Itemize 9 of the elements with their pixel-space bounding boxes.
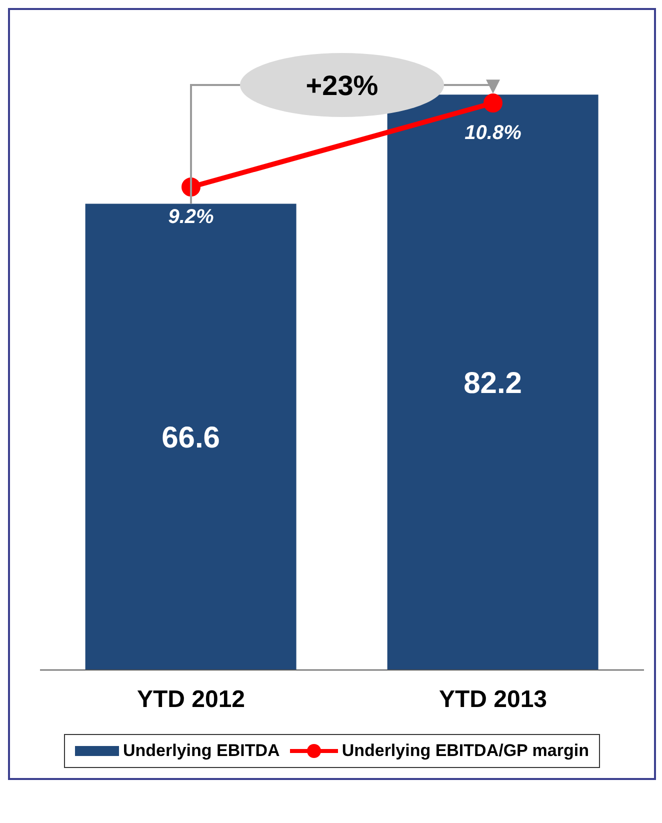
x-tick-label: YTD 2012 [136,686,246,714]
legend-label: Underlying EBITDA [123,741,280,761]
data-label: 10.8% [464,122,522,144]
data-label: 9.2% [168,206,214,228]
annotation: +23% [306,70,378,101]
data-label: 82.2 [464,366,522,400]
legend-label: Underlying EBITDA/GP margin [342,741,589,761]
data-label: 66.6 [162,422,220,455]
x-tick-label: YTD 2013 [438,686,548,714]
